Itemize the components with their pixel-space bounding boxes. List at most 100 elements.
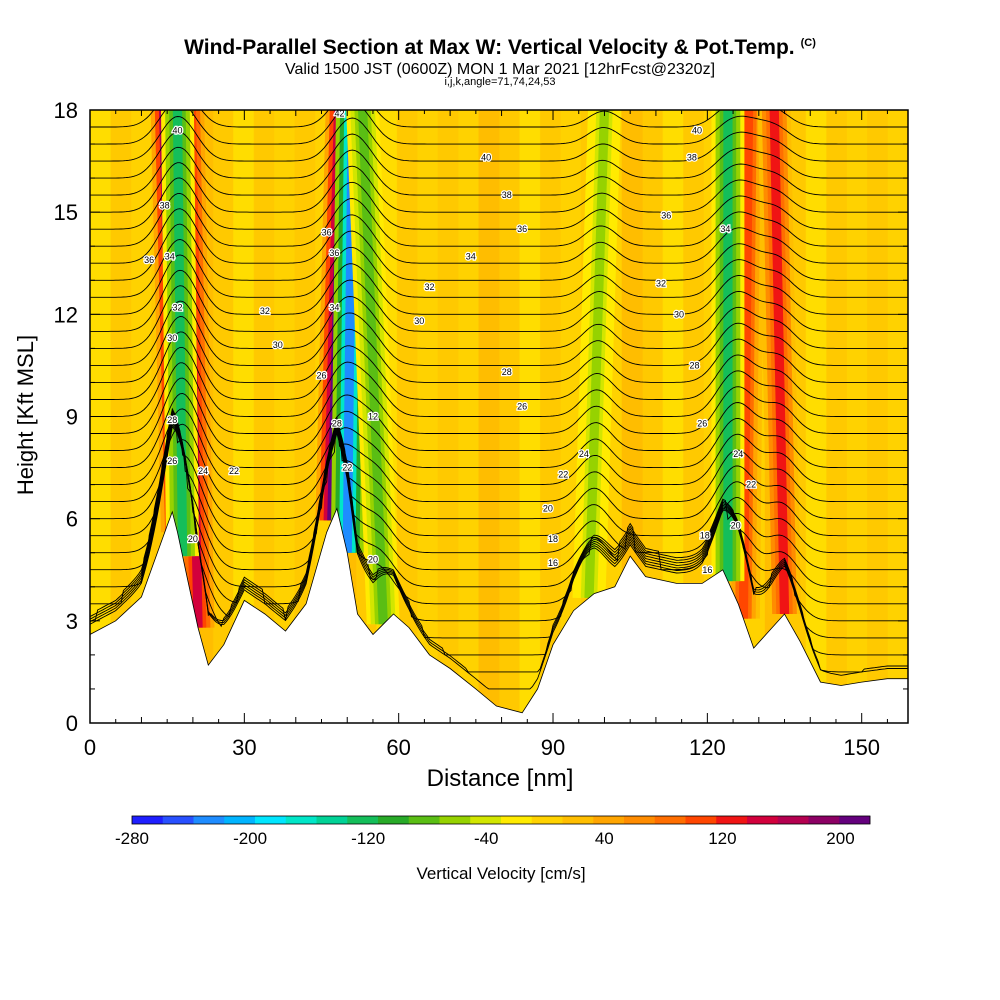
downdraft-band [723, 110, 733, 582]
theta-contour [90, 254, 908, 315]
contour-label: 20 [542, 502, 555, 515]
theta-contour [90, 418, 908, 622]
contour-label: 28 [166, 414, 179, 427]
theta-contour [90, 110, 908, 111]
theta-contour [90, 110, 908, 145]
contour-label: 12 [367, 410, 380, 423]
theta-contour [90, 393, 908, 469]
colorbar-swatch [562, 816, 594, 824]
contour-label: 28 [331, 417, 344, 430]
colorbar-tick-label: -280 [115, 829, 149, 848]
theta-contour [90, 316, 908, 383]
contour-label-text: 34 [329, 303, 339, 313]
contour-label-text: 22 [342, 463, 352, 473]
theta-contour [90, 425, 908, 690]
contour-label-text: 30 [167, 333, 177, 343]
contour-label: 32 [655, 277, 668, 290]
contour-label: 20 [367, 553, 380, 566]
theta-contour [90, 346, 908, 417]
contour-label: 22 [341, 461, 354, 474]
theta-contour [90, 362, 908, 434]
chart-subtitle-params: i,j,k,angle=71,74,24,53 [444, 76, 556, 88]
y-tick-label: 12 [54, 302, 78, 327]
contour-label-text: 40 [692, 125, 702, 135]
contour-label-text: 20 [543, 503, 553, 513]
contour-label-text: 20 [368, 555, 378, 565]
contour-label: 26 [516, 400, 529, 413]
colorbar-tick-label: 40 [595, 829, 614, 848]
contour-label-text: 16 [702, 565, 712, 575]
contour-label: 30 [166, 332, 179, 345]
contour-label-text: 20 [188, 534, 198, 544]
contour-label-text: 22 [746, 480, 756, 490]
contour-label-text: 20 [731, 520, 741, 530]
theta-contour [90, 285, 908, 349]
contour-label-text: 28 [502, 367, 512, 377]
colorbar-swatch [593, 816, 625, 824]
contour-label: 36 [320, 226, 333, 239]
contour-label-text: 18 [700, 531, 710, 541]
colorbar-swatch [193, 816, 225, 824]
theta-contour [90, 414, 908, 588]
contour-label-text: 22 [229, 466, 239, 476]
theta-contour [90, 407, 908, 520]
contour-label-text: 24 [733, 449, 743, 459]
contour-label-text: 38 [160, 200, 170, 210]
downdraft-band [358, 110, 388, 625]
theta-contour [90, 300, 908, 366]
contour-label: 36 [660, 209, 673, 222]
contour-label: 34 [719, 223, 732, 236]
contour-label-text: 40 [481, 153, 491, 163]
contour-label: 20 [187, 533, 200, 546]
colorbar-tick-label: 120 [708, 829, 736, 848]
colorbar-swatch [501, 816, 533, 824]
theta-contour [90, 421, 908, 656]
theta-contour [90, 416, 908, 605]
contour-label: 24 [578, 448, 591, 461]
x-tick-label: 150 [843, 735, 880, 760]
downdraft-band [172, 110, 188, 557]
colorbar-swatch [439, 816, 471, 824]
title-tag: (C) [800, 37, 816, 49]
x-tick-label: 30 [232, 735, 256, 760]
theta-contour [90, 377, 908, 452]
y-tick-label: 0 [66, 711, 78, 736]
contour-label-text: 26 [317, 371, 327, 381]
contour-label-text: 26 [167, 456, 177, 466]
y-tick-label: 6 [66, 507, 78, 532]
theta-contour [90, 146, 908, 196]
chart-title: Wind-Parallel Section at Max W: Vertical… [184, 36, 816, 59]
contour-label: 36 [516, 223, 529, 236]
contour-label: 32 [171, 301, 184, 314]
theta-contour [90, 110, 908, 128]
contour-label-text: 30 [273, 340, 283, 350]
y-tick-label: 15 [54, 200, 78, 225]
x-tick-label: 60 [386, 735, 410, 760]
colorbar-swatch [531, 816, 563, 824]
contour-label-text: 18 [548, 534, 558, 544]
contour-label: 28 [500, 366, 513, 379]
theta-contour [90, 410, 908, 554]
theta-contour [90, 55, 908, 94]
contour-label-text: 26 [697, 418, 707, 428]
contour-label-text: 34 [466, 251, 476, 261]
colorbar-swatch [255, 816, 287, 824]
contour-label-text: 38 [687, 153, 697, 163]
contour-label: 18 [699, 529, 712, 542]
contour-label-text: 36 [661, 211, 671, 221]
field-column [130, 110, 152, 723]
colorbar-swatch [747, 816, 779, 824]
theta-contour [90, 423, 908, 673]
contour-label: 30 [413, 315, 426, 328]
theta-contour [90, 409, 908, 537]
theta-contour [90, 412, 908, 571]
y-tick-label: 3 [66, 609, 78, 634]
field-column [805, 110, 827, 723]
theta-contour [90, 239, 908, 298]
colorbar-swatch [839, 816, 871, 824]
contour-label: 34 [163, 250, 176, 263]
contour-label-text: 12 [368, 412, 378, 422]
contour-label: 40 [171, 124, 184, 137]
contour-label-text: 38 [502, 190, 512, 200]
